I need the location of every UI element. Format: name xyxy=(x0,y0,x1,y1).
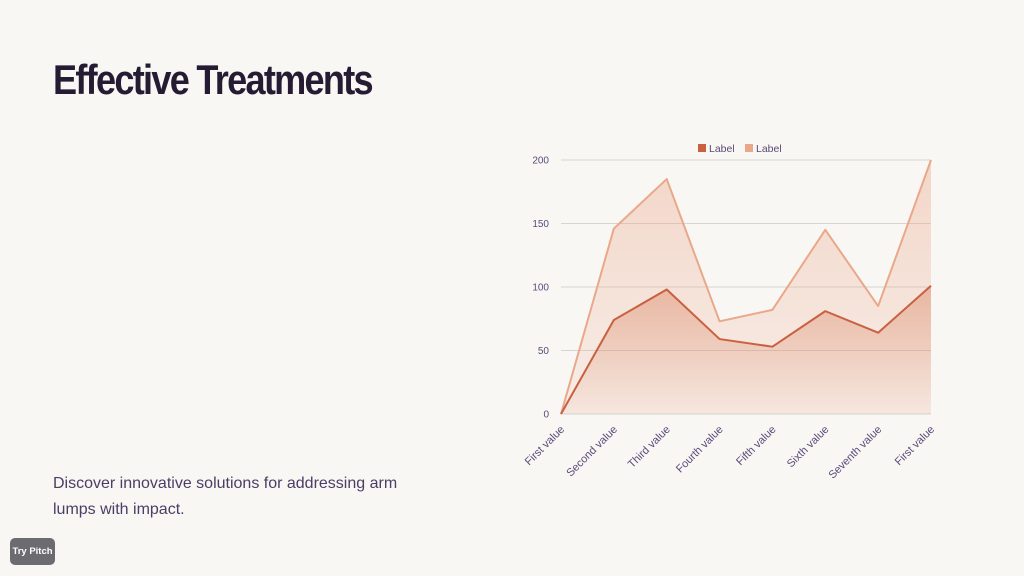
legend-swatch xyxy=(698,144,706,152)
y-tick-label: 0 xyxy=(543,410,549,421)
series-area-1 xyxy=(561,285,931,414)
y-axis-ticks: 0 50 100 150 200 xyxy=(532,156,549,421)
chart-legend: Label Label xyxy=(698,143,782,155)
x-tick-label: First value xyxy=(523,424,567,468)
x-tick-label: Sixth value xyxy=(785,424,832,471)
slide-title: Effective Treatments xyxy=(53,56,374,103)
legend-item: Label xyxy=(745,143,782,155)
slide-body-text: Discover innovative solutions for addres… xyxy=(53,475,398,518)
y-tick-label: 200 xyxy=(532,156,549,167)
x-tick-label: First value xyxy=(893,424,937,468)
series-areas xyxy=(561,160,931,414)
legend-item: Label xyxy=(698,143,735,155)
series-line-1 xyxy=(560,284,932,415)
series-lines xyxy=(560,159,932,415)
x-tick-label: Fourth value xyxy=(674,424,726,476)
series-line-2 xyxy=(560,159,932,415)
x-tick-label: Third value xyxy=(626,424,673,471)
try-pitch-button[interactable]: Try Pitch xyxy=(10,538,55,565)
legend-label: Label xyxy=(756,143,782,155)
x-tick-label: Second value xyxy=(564,424,620,480)
y-tick-label: 100 xyxy=(532,283,549,294)
x-tick-label: Fifth value xyxy=(734,424,778,468)
y-tick-label: 150 xyxy=(532,219,549,230)
legend-swatch xyxy=(745,144,753,152)
x-tick-label: Seventh value xyxy=(826,424,884,482)
y-tick-label: 50 xyxy=(538,346,550,357)
legend-label: Label xyxy=(709,143,735,155)
